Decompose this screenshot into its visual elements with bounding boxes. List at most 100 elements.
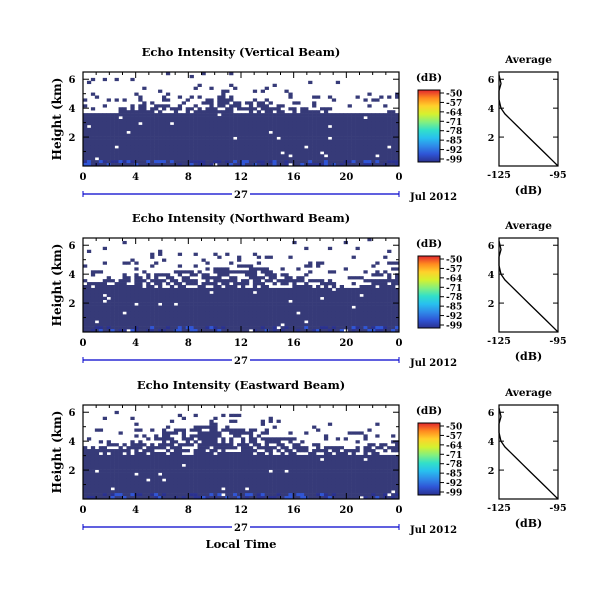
heatmap-cell [173, 107, 179, 111]
heatmap-cell [83, 160, 88, 164]
heatmap-cell [201, 449, 206, 453]
heatmap-cell [138, 323, 143, 327]
heatmap-cell [371, 299, 376, 303]
heatmap-cell [395, 329, 400, 333]
heatmap-cell [177, 285, 183, 289]
heatmap-cell [256, 148, 262, 152]
heatmap-cell [276, 481, 281, 485]
heatmap-cell [213, 326, 218, 330]
heatmap-cell [122, 472, 127, 476]
heatmap-cell [268, 287, 273, 292]
heatmap-cell [252, 293, 258, 298]
heatmap-cell [90, 481, 96, 485]
heatmap-cell [86, 329, 92, 333]
heatmap-cell [260, 323, 265, 327]
heatmap-cell [150, 151, 155, 155]
heatmap-cell [201, 302, 206, 306]
heatmap-cell [367, 157, 372, 161]
heatmap-cell [98, 121, 104, 126]
heatmap-cell [221, 160, 226, 164]
heatmap-cell [347, 287, 352, 292]
heatmap-cell [189, 428, 194, 432]
heatmap-cell [98, 145, 104, 149]
heatmap-cell [272, 320, 277, 324]
heatmap-cell [213, 279, 218, 283]
heatmap-cell [276, 299, 281, 303]
heatmap-cell [272, 290, 277, 295]
heatmap-cell [126, 302, 131, 306]
heatmap-cell [359, 302, 364, 306]
heatmap-cell [331, 478, 337, 482]
heatmap-cell [150, 148, 155, 152]
heatmap-cell [165, 273, 171, 277]
heatmap-cell [98, 484, 104, 488]
heatmap-cell [367, 92, 372, 96]
heatmap-cell [327, 279, 333, 283]
heatmap-cell [185, 98, 190, 102]
heatmap-cell [138, 282, 143, 286]
average-x-axis-label: (dB) [515, 184, 542, 197]
heatmap-cell [181, 293, 186, 298]
heatmap-cell [162, 163, 167, 167]
heatmap-cell [395, 457, 400, 462]
heatmap-cell [201, 454, 206, 459]
heatmap-cell [272, 287, 277, 292]
heatmap-cell [126, 466, 131, 470]
heatmap-cell [284, 329, 289, 333]
heatmap-cell [126, 469, 131, 473]
heatmap-cell [252, 113, 258, 117]
heatmap-cell [252, 98, 258, 102]
x-tick-label: 0 [396, 338, 403, 349]
heatmap-cell [201, 487, 206, 491]
heatmap-cell [189, 139, 194, 143]
heatmap-cell [197, 139, 202, 143]
heatmap-cell [154, 157, 159, 161]
heatmap-cell [335, 449, 341, 453]
heatmap-cell [320, 481, 325, 485]
heatmap-cell [264, 124, 269, 129]
heatmap-cell [185, 163, 190, 167]
heatmap-cell [355, 139, 360, 143]
heatmap-cell [205, 446, 210, 450]
heatmap-cell [371, 452, 376, 456]
heatmap-cell [189, 434, 194, 438]
heatmap-cell [264, 326, 269, 330]
heatmap-cell [197, 133, 202, 137]
heatmap-cell [169, 484, 175, 488]
heatmap-cell [225, 496, 230, 500]
heatmap-cell [86, 314, 92, 318]
heatmap-cell [162, 320, 167, 324]
heatmap-cell [189, 95, 194, 99]
heatmap-cell [264, 139, 269, 143]
heatmap-cell [383, 142, 388, 146]
heatmap-cell [94, 475, 100, 479]
heatmap-cell [213, 287, 218, 292]
heatmap-cell [256, 323, 262, 327]
heatmap-cell [343, 142, 348, 146]
heatmap-cell [351, 311, 356, 315]
heatmap-cell [244, 136, 250, 140]
heatmap-cell [268, 299, 273, 303]
heatmap-cell [102, 148, 107, 152]
heatmap-cell [379, 293, 384, 298]
heatmap-cell [110, 113, 115, 117]
heatmap-cell [185, 487, 190, 491]
heatmap-cell [142, 86, 147, 90]
heatmap-cell [252, 317, 258, 321]
heatmap-cell [383, 487, 388, 491]
heatmap-cell [256, 116, 262, 120]
heatmap-cell [296, 133, 301, 137]
heatmap-cell [308, 270, 313, 274]
heatmap-cell [102, 457, 107, 462]
heatmap-cell [154, 145, 159, 149]
heatmap-cell [323, 293, 329, 298]
heatmap-cell [138, 496, 143, 500]
heatmap-cell [154, 302, 159, 306]
heatmap-cell [355, 317, 360, 321]
heatmap-cell [252, 157, 258, 161]
heatmap-cell [173, 279, 179, 283]
heatmap-cell [106, 157, 111, 161]
heatmap-cell [237, 493, 242, 497]
heatmap-cell [383, 127, 388, 132]
heatmap-cell [90, 282, 96, 286]
